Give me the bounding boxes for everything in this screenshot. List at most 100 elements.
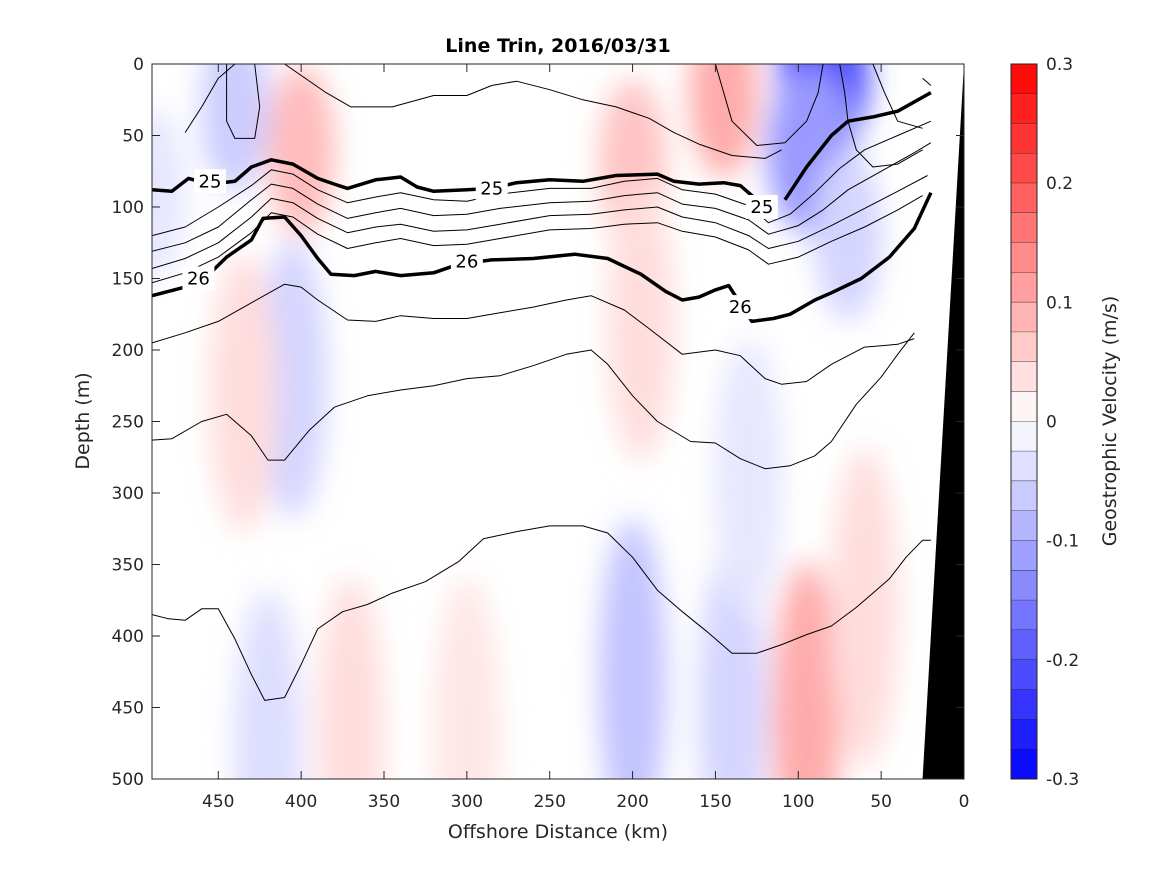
contour-label-bg [475, 176, 508, 201]
x-tick-label: 150 [699, 792, 731, 812]
x-axis-label: Offshore Distance (km) [448, 821, 668, 843]
y-axis-label: Depth (m) [72, 372, 94, 469]
isopycnal-line [839, 64, 923, 168]
colorbar-band [1011, 600, 1037, 631]
x-tick-label: 450 [202, 792, 234, 812]
x-tick-label: 300 [451, 792, 483, 812]
y-tick-label: 350 [112, 556, 144, 576]
velocity-patch [772, 561, 841, 779]
velocity-patch [830, 447, 899, 768]
contour-label: 25 [480, 178, 503, 199]
x-tick-label: 0 [959, 792, 970, 812]
colorbar-band [1011, 510, 1037, 541]
velocity-patch [714, 338, 783, 619]
colorbar-band [1011, 689, 1037, 720]
colorbar-tick-label: 0.1 [1046, 293, 1073, 313]
colorbar-band [1011, 302, 1037, 333]
colorbar-band [1011, 481, 1037, 511]
y-tick-label: 100 [112, 198, 144, 218]
y-axis: 0 50 100 150 200 250 300 350 400 450 500 [112, 55, 964, 790]
contour-label: 25 [750, 197, 773, 218]
isopycnal-line [922, 77, 932, 86]
x-tick-label: 100 [782, 792, 814, 812]
isopycnal-line [152, 195, 923, 284]
chart-title: Line Trin, 2016/03/31 [445, 35, 670, 57]
colorbar-band [1011, 64, 1037, 94]
colorbar-tick-label: -0.1 [1046, 532, 1079, 552]
isopycnal-line [872, 64, 923, 129]
colorbar-band [1011, 540, 1037, 571]
y-tick-label: 500 [112, 770, 144, 790]
colorbar-band [1011, 749, 1037, 779]
isopycnal-line [152, 142, 932, 252]
isopycnal-line [152, 283, 915, 385]
isopycnal-line [516, 80, 782, 159]
colorbar [1010, 63, 1038, 780]
colorbar-tick-label: 0 [1046, 413, 1057, 433]
velocity-patch [432, 576, 501, 779]
colorbar-band [1011, 153, 1037, 184]
contour-label-bg [724, 295, 757, 320]
x-tick-label: 350 [368, 792, 400, 812]
colorbar-tick-label: 0.2 [1046, 174, 1073, 194]
contour-label: 26 [455, 251, 478, 272]
contour-label: 26 [729, 297, 752, 318]
isopycnal-bold-line [152, 191, 933, 324]
isopycnal-line [714, 64, 824, 146]
contour-label: 25 [199, 171, 222, 192]
isopycnal-line [152, 332, 915, 470]
velocity-patch [689, 64, 758, 178]
y-tick-label: 250 [112, 413, 144, 433]
velocity-patch [209, 252, 278, 533]
land-mask [922, 64, 964, 779]
colorbar-band [1011, 212, 1037, 243]
y-tick-label: 0 [133, 55, 144, 75]
x-tick-label: 50 [870, 792, 892, 812]
isopycnal-line [152, 525, 931, 701]
y-tick-label: 400 [112, 627, 144, 647]
isopycnal-contours [152, 64, 933, 701]
velocity-patch [606, 181, 675, 462]
colorbar-tick-label: -0.3 [1046, 770, 1079, 790]
colorbar-band [1011, 272, 1037, 303]
colorbar-band [1011, 630, 1037, 660]
colorbar-band [1011, 421, 1037, 452]
colorbar-ticks: 0.3 0.2 0.1 0 -0.1 -0.2 -0.3 [1046, 55, 1079, 790]
isopycnal-line [152, 175, 928, 269]
contour-label-bg [450, 249, 483, 274]
y-tick-label: 300 [112, 484, 144, 504]
x-tick-label: 250 [533, 792, 565, 812]
colorbar-band [1011, 391, 1037, 422]
colorbar-band [1011, 570, 1037, 601]
colorbar-label: Geostrophic Velocity (m/s) [1099, 296, 1121, 546]
colorbar-band [1011, 451, 1037, 482]
velocity-patch [598, 518, 667, 779]
x-tick-label: 400 [285, 792, 317, 812]
isopycnal-bold-line [152, 158, 767, 209]
contour-label-bg [745, 195, 778, 219]
velocity-patch [316, 576, 385, 779]
contour-label: 26 [187, 269, 210, 290]
y-tick-label: 450 [112, 699, 144, 719]
velocity-patch [814, 150, 882, 321]
colorbar-tick-label: 0.3 [1046, 55, 1073, 75]
velocity-patch [258, 238, 327, 519]
y-tick-label: 50 [122, 127, 144, 147]
colorbar-tick-label: -0.2 [1046, 651, 1079, 671]
velocity-patch [200, 64, 269, 192]
x-tick-label: 200 [616, 792, 648, 812]
colorbar-band [1011, 659, 1037, 690]
colorbar-band [1011, 123, 1037, 154]
contour-label-bg [194, 169, 226, 194]
isopycnal-line [226, 64, 261, 139]
y-tick-label: 200 [112, 341, 144, 361]
colorbar-band [1011, 361, 1037, 392]
colorbar-frame [1010, 63, 1038, 780]
isopycnal-line [152, 120, 932, 237]
y-tick-label: 150 [112, 270, 144, 290]
contour-labels: 25 25 25 26 26 26 [182, 169, 778, 320]
isopycnal-line [284, 64, 517, 108]
contour-label-bg [182, 266, 215, 291]
colorbar-band [1011, 719, 1037, 750]
